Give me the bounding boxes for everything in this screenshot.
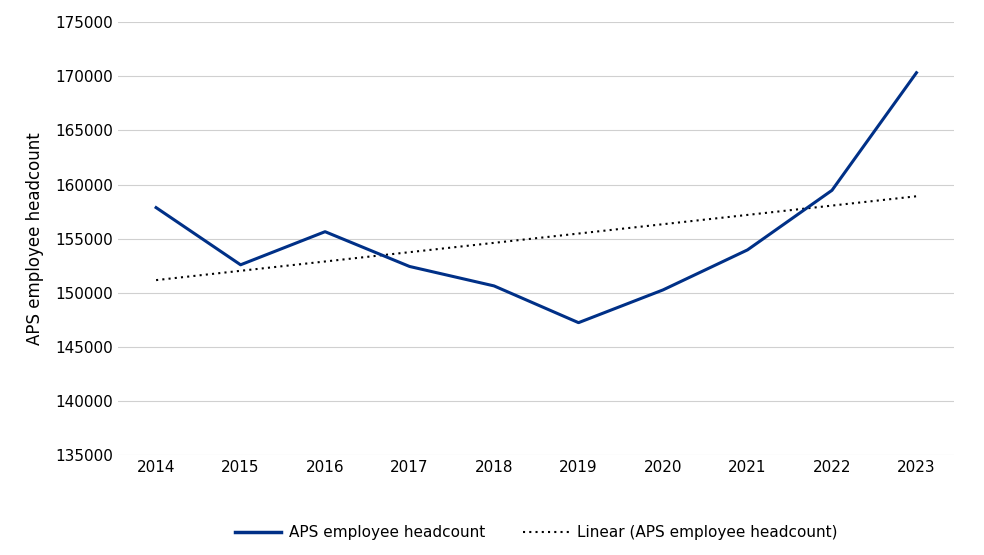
Linear (APS employee headcount)	[488, 240, 500, 246]
Linear (APS employee headcount)	[234, 268, 246, 274]
Linear (APS employee headcount)	[827, 202, 838, 209]
APS employee headcount	[151, 204, 162, 211]
Linear (APS employee headcount)	[319, 258, 331, 265]
Linear (APS employee headcount)	[910, 193, 922, 200]
Linear (APS employee headcount)	[573, 230, 584, 237]
APS employee headcount	[319, 228, 331, 235]
Line: APS employee headcount: APS employee headcount	[156, 73, 916, 322]
Linear (APS employee headcount)	[657, 221, 669, 228]
APS employee headcount	[910, 69, 922, 76]
Linear (APS employee headcount)	[403, 249, 415, 255]
APS employee headcount	[742, 246, 754, 253]
APS employee headcount	[657, 286, 669, 293]
APS employee headcount	[573, 319, 584, 326]
Legend: APS employee headcount, Linear (APS employee headcount): APS employee headcount, Linear (APS empl…	[229, 519, 843, 546]
Linear (APS employee headcount)	[742, 211, 754, 218]
Y-axis label: APS employee headcount: APS employee headcount	[27, 132, 44, 345]
APS employee headcount	[234, 261, 246, 268]
APS employee headcount	[827, 187, 838, 194]
Line: Linear (APS employee headcount): Linear (APS employee headcount)	[156, 196, 916, 280]
APS employee headcount	[403, 263, 415, 270]
APS employee headcount	[488, 282, 500, 289]
Linear (APS employee headcount)	[151, 277, 162, 284]
